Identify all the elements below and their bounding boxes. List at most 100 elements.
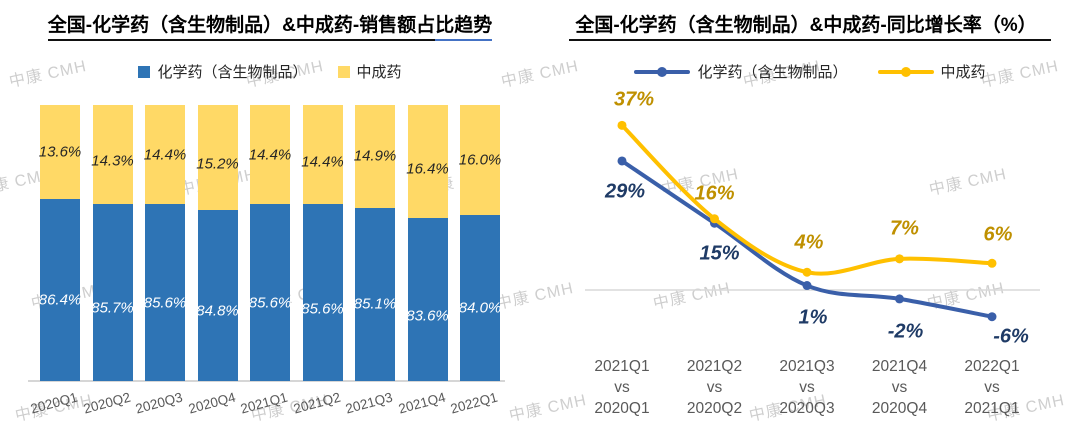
tcm-share-data-label: 13.6% — [38, 143, 82, 161]
tcm-share-data-label: 14.9% — [353, 147, 397, 165]
tcm-growth-data-label: 7% — [890, 217, 919, 240]
chemical-drug-share-data-label: 84.8% — [196, 302, 239, 320]
bar-x-axis-tick-label: 2021Q3 — [343, 389, 395, 417]
tick-period-text: 2021Q4 — [871, 358, 928, 375]
bar-segment-chemical-drug — [145, 204, 185, 381]
tcm-share-data-label: 14.4% — [248, 146, 292, 164]
chemical-drug-share-data-label: 85.6% — [143, 294, 187, 312]
bar-segment-chemical-drug — [460, 215, 500, 381]
legend-label-chemical-drug-line: 化学药（含生物制品） — [697, 64, 848, 81]
tcm-growth-data-label: 6% — [983, 223, 1013, 246]
line-chart-svg — [585, 120, 1040, 322]
tcm-growth-data-label: 4% — [794, 231, 824, 254]
bar-segment-tcm — [407, 105, 448, 219]
tick-base-text: 2020Q2 — [686, 400, 743, 417]
tcm-swatch-icon — [337, 65, 350, 78]
bar-segment-tcm — [145, 105, 185, 205]
tcm-share-data-label: 16.4% — [406, 160, 449, 178]
bar-segment-chemical-drug — [355, 207, 395, 381]
tcm-share-data-label: 14.4% — [143, 146, 187, 164]
bar-x-axis-tick-label: 2022Q1 — [448, 389, 500, 417]
tick-base-text: 2020Q1 — [594, 400, 650, 417]
chemical-drug-line-marker-icon — [634, 66, 691, 77]
tick-period-text: 2021Q1 — [594, 358, 650, 375]
bar-segment-chemical-drug — [250, 204, 290, 381]
line-x-axis-tick-label: 2021Q3 vs 2020Q3 — [757, 356, 857, 419]
bar-segment-chemical-drug — [197, 209, 238, 381]
line-x-axis-tick-label: 2022Q1 vs 2021Q1 — [942, 356, 1042, 419]
sales-share-chart-panel: 全国-化学药（含生物制品）&中成药-销售额占比趋势 化学药（含生物制品） 中成药… — [0, 10, 540, 417]
bar-chart-legend: 化学药（含生物制品） 中成药 — [0, 61, 540, 82]
chemical-drug-growth-data-label: 29% — [604, 180, 646, 203]
chemical-drug-share-data-label: 83.6% — [406, 307, 449, 325]
tcm-data-point — [802, 267, 812, 277]
line-x-axis-tick-label: 2021Q1 vs 2020Q1 — [572, 356, 672, 419]
legend-label-tcm: 中成药 — [356, 64, 402, 81]
bar-segment-tcm — [92, 105, 133, 204]
bar-segment-tcm — [197, 105, 238, 210]
bar-segment-chemical-drug — [407, 218, 448, 381]
chemical-drug-share-data-label: 85.6% — [301, 300, 344, 318]
tcm-share-data-label: 14.4% — [301, 153, 344, 171]
bar-x-axis-tick-label: 2020Q4 — [186, 389, 237, 417]
tcm-data-point — [617, 120, 627, 130]
bar-segment-chemical-drug — [302, 204, 343, 381]
bar-segment-tcm — [460, 105, 500, 216]
chemical-drug-share-data-label: 85.6% — [248, 294, 292, 312]
line-x-axis-tick-label: 2021Q4 vs 2020Q4 — [850, 356, 950, 419]
tcm-share-data-label: 15.2% — [196, 155, 239, 173]
chemical-drug-data-point — [802, 281, 812, 291]
tcm-growth-data-label: 37% — [613, 88, 655, 111]
legend-item-tcm: 中成药 — [337, 61, 402, 82]
bar-segment-tcm — [355, 105, 395, 208]
sales-share-chart-title: 全国-化学药（含生物制品）&中成药-销售额占比趋势 — [0, 10, 540, 41]
chemical-drug-share-data-label: 85.1% — [353, 295, 397, 313]
bar-x-axis-tick-label: 2020Q3 — [133, 389, 185, 417]
tick-vs-text: vs — [799, 379, 815, 396]
tick-base-text: 2020Q3 — [779, 400, 835, 417]
chemical-drug-swatch-icon — [138, 65, 151, 78]
bar-x-axis-tick-label: 2020Q1 — [28, 389, 80, 417]
tcm-data-point — [710, 214, 719, 224]
tick-vs-text: vs — [984, 379, 1000, 396]
chemical-drug-share-data-label: 86.4% — [38, 291, 82, 309]
legend-item-chemical-drug-line: 化学药（含生物制品） — [634, 61, 848, 82]
tcm-data-point — [895, 254, 904, 264]
tick-base-text: 2020Q4 — [871, 400, 928, 417]
chemical-drug-share-data-label: 85.7% — [91, 299, 134, 317]
chemical-drug-data-point — [987, 312, 997, 322]
bar-x-axis-tick-label: 2021Q4 — [396, 389, 447, 417]
tcm-share-data-label: 16.0% — [458, 151, 502, 169]
tick-vs-text: vs — [706, 379, 723, 396]
chemical-drug-growth-data-label: -2% — [887, 320, 924, 343]
tcm-share-data-label: 14.3% — [91, 152, 134, 170]
tick-base-text: 2021Q1 — [964, 400, 1020, 417]
tick-vs-text: vs — [891, 379, 908, 396]
sales-share-title-main: 全国-化学药（含生物制品）&中成药-销售额占 — [47, 15, 436, 41]
line-plot: 29% 15% 1% -2% -6% 37% 16% 4% 7% 6% 2021Q1 vs 2020Q1… — [540, 0, 1080, 438]
chemical-drug-data-point — [895, 294, 904, 304]
tick-period-text: 2021Q2 — [686, 358, 743, 375]
stacked-bar-plot: 13.6% 86.4% 2020Q1 14.3% 85.7% 2020Q2 14.4% 85.… — [28, 105, 505, 417]
legend-item-chemical-drug: 化学药（含生物制品） — [138, 61, 308, 82]
line-chart-legend: 化学药（含生物制品） 中成药 — [540, 61, 1080, 82]
chemical-drug-growth-data-label: 1% — [798, 306, 828, 329]
growth-rate-chart-title: 全国-化学药（含生物制品）&中成药-同比增长率（%） — [540, 10, 1080, 41]
tcm-line-marker-icon — [877, 66, 934, 77]
growth-rate-chart-panel: 全国-化学药（含生物制品）&中成药-同比增长率（%） 化学药（含生物制品） 中成… — [540, 0, 1080, 438]
tcm-data-point — [987, 258, 997, 268]
chemical-drug-growth-data-label: 15% — [699, 242, 740, 265]
bar-segment-tcm — [40, 105, 80, 199]
tcm-growth-data-label: 16% — [694, 182, 735, 205]
tick-period-text: 2021Q3 — [779, 358, 835, 375]
bar-segment-tcm — [250, 105, 290, 205]
bar-x-axis-tick-label: 2021Q2 — [291, 389, 342, 417]
legend-label-tcm-line: 中成药 — [940, 64, 986, 81]
legend-label-chemical-drug: 化学药（含生物制品） — [157, 64, 308, 81]
growth-rate-title-text: 全国-化学药（含生物制品）&中成药-同比增长率（%） — [569, 15, 1051, 41]
sales-share-title-tail: 比趋势 — [435, 15, 493, 41]
bar-x-axis-line — [28, 380, 505, 382]
tick-period-text: 2022Q1 — [964, 358, 1020, 375]
bar-x-axis-tick-label: 2020Q2 — [81, 389, 132, 417]
